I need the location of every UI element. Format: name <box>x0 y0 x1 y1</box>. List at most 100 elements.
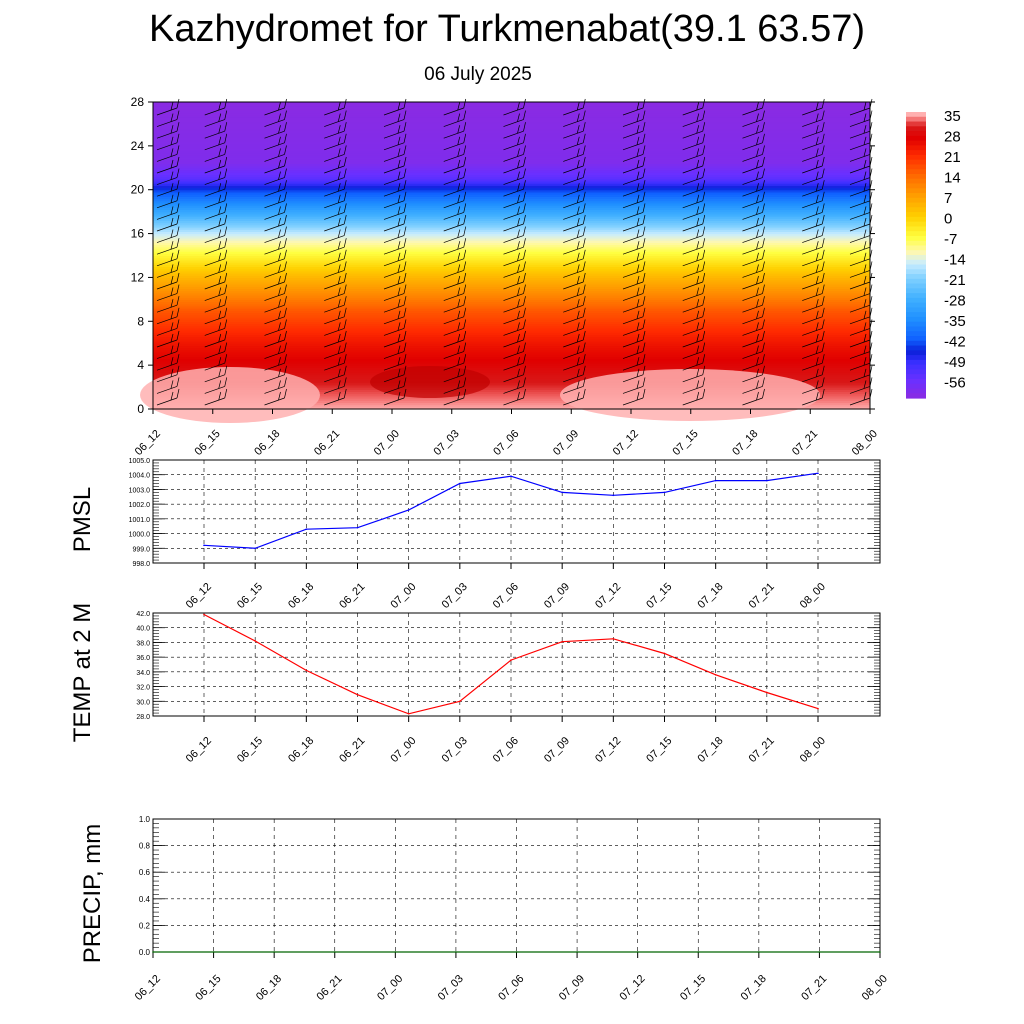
wind-barb <box>503 238 526 255</box>
wind-barb <box>742 168 765 185</box>
temperature-band <box>153 286 870 289</box>
wind-barb <box>156 319 180 336</box>
temperature-band <box>153 143 870 147</box>
data-point <box>152 951 154 953</box>
temperature-band <box>153 148 870 151</box>
wind-barb <box>324 226 347 243</box>
x-tick-label: 07_18 <box>730 428 760 458</box>
wind-barb <box>443 307 467 325</box>
temperature-band <box>153 172 870 175</box>
cool-pocket <box>370 366 490 398</box>
data-point <box>818 951 821 953</box>
precip-panel: 0.0 0.2 0.4 0.6 0.8 1.0 06_12 06_15 06_18 06_21 07… <box>79 815 890 1003</box>
wind-barb <box>682 296 706 313</box>
wind-barb <box>324 330 347 348</box>
colorbar-swatch <box>906 307 926 313</box>
data-point <box>305 669 308 672</box>
temperature-band <box>153 323 870 327</box>
y-axis-label: TEMP at 2 M <box>69 603 96 743</box>
y-tick-label: 1001.0 <box>129 517 151 524</box>
data-point <box>561 640 563 643</box>
wind-barb <box>622 330 646 348</box>
wind-barb <box>443 110 467 127</box>
colorbar-swatch <box>906 150 926 156</box>
wind-barb <box>742 307 765 325</box>
x-tick-label: 07_06 <box>496 973 526 1003</box>
wind-barb <box>622 296 646 313</box>
temperature-band <box>153 211 870 215</box>
temperature-band <box>153 159 870 162</box>
wind-barb <box>682 365 706 383</box>
temperature-band <box>153 387 870 390</box>
colorbar-swatch <box>906 140 926 146</box>
wind-barb <box>742 110 765 127</box>
wind-barb <box>383 307 407 325</box>
temp-panel: 28.0 30.0 32.0 34.0 36.0 38.0 40.0 42.0 06_12 06_… <box>69 603 881 765</box>
wind-barb <box>443 249 467 267</box>
colorbar: 35 28 21 14 7 0 -7 -14 -21 -28 -35 -42 -49 -56 <box>906 108 966 399</box>
x-tick-label: 07_15 <box>678 973 708 1003</box>
x-tick-label: 06_15 <box>235 735 265 765</box>
wind-barb <box>563 342 586 359</box>
x-tick-label: 06_21 <box>315 973 345 1003</box>
wind-barb <box>156 342 180 359</box>
wind-barb <box>204 191 228 209</box>
temperature-band <box>153 137 870 140</box>
colorbar-swatch <box>906 321 926 328</box>
x-tick-label: 08_00 <box>860 973 890 1003</box>
y-tick-label: 34.0 <box>136 670 150 677</box>
temperature-band <box>153 178 870 182</box>
x-tick-label: 06_18 <box>254 973 284 1003</box>
temperature-band <box>153 235 870 239</box>
data-point <box>333 951 336 953</box>
temperature-band <box>153 332 870 336</box>
temperature-band <box>153 336 870 340</box>
wind-barb <box>204 145 228 162</box>
wind-barb <box>264 307 287 325</box>
temperature-band <box>153 152 870 156</box>
temperature-band <box>153 290 870 294</box>
wind-barb <box>802 203 825 220</box>
wind-barb <box>324 272 347 290</box>
temperature-band <box>153 264 870 268</box>
wind-barb <box>324 249 347 267</box>
wind-barb <box>324 122 347 139</box>
temperature-band <box>153 202 870 206</box>
x-tick-label: 07_09 <box>542 735 572 765</box>
y-tick-label: 1005.0 <box>129 458 151 465</box>
y-tick-label: 999.0 <box>132 546 150 553</box>
x-tick-label: 07_21 <box>747 581 777 611</box>
temperature-band <box>153 115 870 118</box>
wind-barb <box>264 145 287 162</box>
wind-barb <box>204 272 228 290</box>
wind-barb <box>682 203 706 220</box>
temperature-band <box>153 301 870 305</box>
wind-barb <box>324 145 347 162</box>
data-point <box>714 674 717 676</box>
wind-barb <box>742 214 765 232</box>
wind-barb <box>682 133 706 151</box>
wind-barb <box>802 307 825 325</box>
wind-barb <box>503 122 526 139</box>
temperature-band <box>153 244 870 248</box>
temperature-band <box>153 189 870 193</box>
colorbar-swatch <box>906 197 926 204</box>
wind-barb <box>503 296 526 313</box>
data-point <box>203 613 205 616</box>
wind-barb <box>622 388 646 406</box>
x-tick-label: 07_03 <box>436 973 466 1003</box>
wind-barb <box>622 226 646 243</box>
wind-barb <box>264 156 287 174</box>
wind-barb <box>563 388 586 406</box>
wind-barb <box>156 272 180 290</box>
colorbar-label: 0 <box>944 211 952 228</box>
wind-barb <box>622 272 646 290</box>
wind-barb <box>156 284 180 301</box>
temperature-band <box>153 384 870 388</box>
wind-barb <box>503 226 526 243</box>
colorbar-swatch <box>906 164 926 170</box>
wind-barb <box>383 156 407 174</box>
wind-barb <box>324 238 347 255</box>
wind-barb <box>443 180 467 197</box>
wind-barb <box>622 168 646 185</box>
